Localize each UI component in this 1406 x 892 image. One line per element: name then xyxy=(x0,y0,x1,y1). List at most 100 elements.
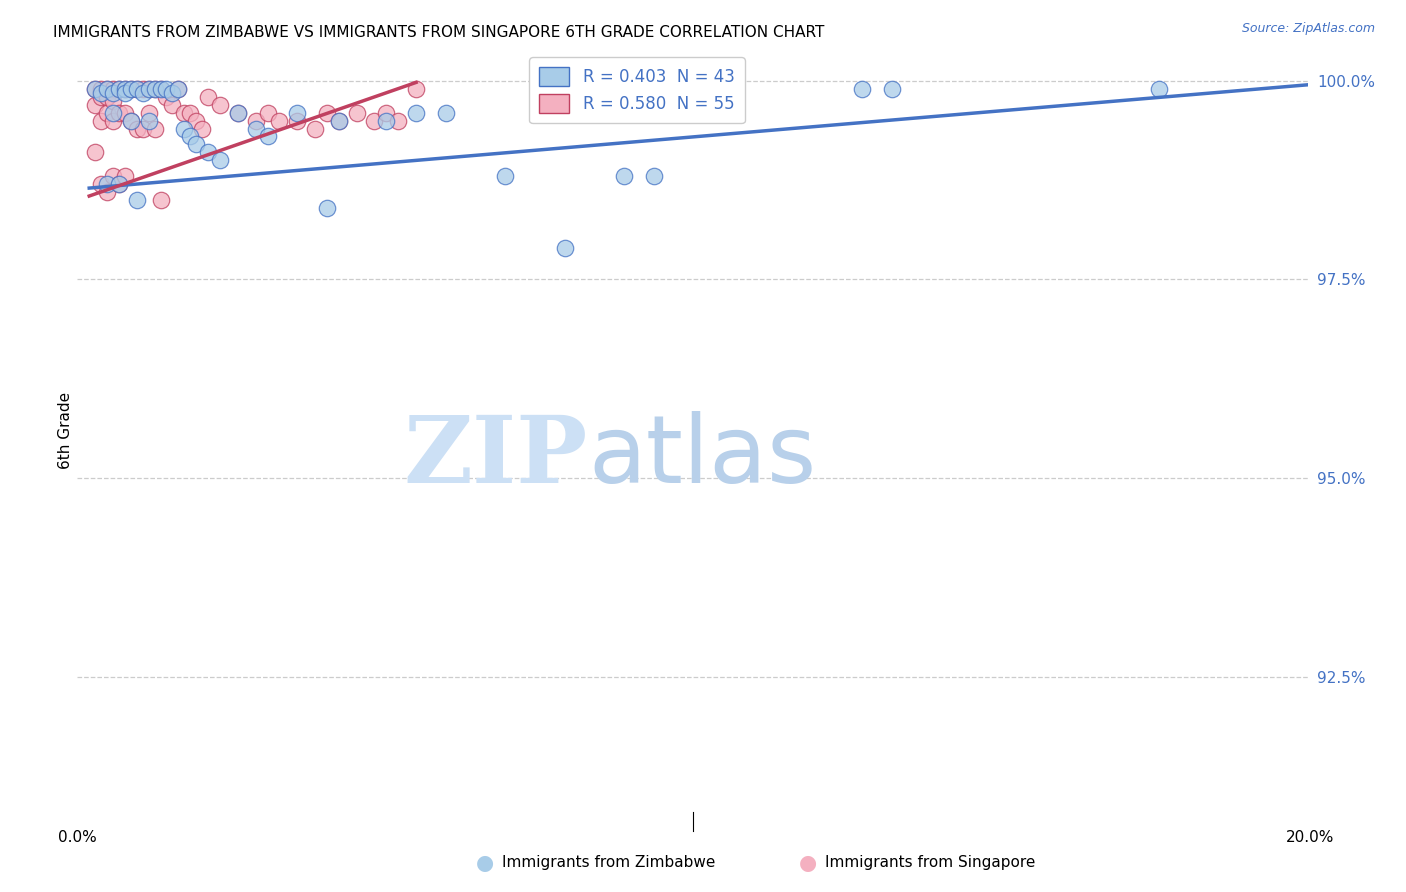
Point xyxy=(125,193,148,207)
Point xyxy=(114,86,136,100)
Point xyxy=(90,86,112,100)
Point xyxy=(125,121,148,136)
Point xyxy=(108,177,131,191)
Point xyxy=(173,121,195,136)
Point xyxy=(316,105,339,120)
Point xyxy=(494,169,516,184)
Point xyxy=(208,97,231,112)
Point xyxy=(1147,82,1170,96)
Text: Immigrants from Zimbabwe: Immigrants from Zimbabwe xyxy=(502,855,716,870)
Point xyxy=(84,82,107,96)
Point xyxy=(114,82,136,96)
Point xyxy=(84,145,107,160)
Point xyxy=(346,105,368,120)
Text: ●: ● xyxy=(800,853,817,872)
Text: Immigrants from Singapore: Immigrants from Singapore xyxy=(825,855,1036,870)
Point xyxy=(96,82,118,96)
Point xyxy=(256,129,278,144)
Point xyxy=(405,82,427,96)
Point xyxy=(101,82,124,96)
Point xyxy=(256,105,278,120)
Point xyxy=(84,82,107,96)
Point xyxy=(226,105,249,120)
Point xyxy=(101,86,124,100)
Point xyxy=(120,113,142,128)
Text: atlas: atlas xyxy=(588,411,815,503)
Point xyxy=(143,82,166,96)
Point xyxy=(131,82,153,96)
Point xyxy=(143,121,166,136)
Point xyxy=(186,137,208,152)
Point xyxy=(245,121,267,136)
Text: ZIP: ZIP xyxy=(404,412,588,502)
Point xyxy=(120,82,142,96)
Text: 20.0%: 20.0% xyxy=(1286,830,1334,845)
Point xyxy=(405,105,427,120)
Point xyxy=(245,113,267,128)
Point xyxy=(179,105,201,120)
Text: IMMIGRANTS FROM ZIMBABWE VS IMMIGRANTS FROM SINGAPORE 6TH GRADE CORRELATION CHAR: IMMIGRANTS FROM ZIMBABWE VS IMMIGRANTS F… xyxy=(53,25,825,40)
Point xyxy=(155,89,177,103)
Point xyxy=(131,121,153,136)
Text: 0.0%: 0.0% xyxy=(58,830,97,845)
Point xyxy=(125,82,148,96)
Point xyxy=(226,105,249,120)
Point xyxy=(285,113,308,128)
Point xyxy=(434,105,457,120)
Text: Source: ZipAtlas.com: Source: ZipAtlas.com xyxy=(1241,22,1375,36)
Point xyxy=(138,113,160,128)
Point xyxy=(186,113,208,128)
Point xyxy=(108,82,131,96)
Point xyxy=(114,82,136,96)
Point xyxy=(155,82,177,96)
Point xyxy=(304,121,326,136)
Point xyxy=(125,82,148,96)
Point xyxy=(90,113,112,128)
Point xyxy=(328,113,350,128)
Point xyxy=(162,86,184,100)
Point xyxy=(643,169,665,184)
Point xyxy=(149,82,172,96)
Point xyxy=(90,89,112,103)
Point xyxy=(96,82,118,96)
Text: ●: ● xyxy=(477,853,494,872)
Point xyxy=(179,129,201,144)
Point xyxy=(375,113,398,128)
Point xyxy=(96,177,118,191)
Point xyxy=(197,89,219,103)
Point xyxy=(162,97,184,112)
Point xyxy=(328,113,350,128)
Point xyxy=(143,82,166,96)
Point xyxy=(131,86,153,100)
Point xyxy=(167,82,190,96)
Point xyxy=(613,169,636,184)
Point xyxy=(173,105,195,120)
Point xyxy=(554,241,576,255)
Point xyxy=(120,113,142,128)
Point xyxy=(108,105,131,120)
Point xyxy=(108,82,131,96)
Point xyxy=(90,177,112,191)
Point xyxy=(851,82,873,96)
Point xyxy=(96,89,118,103)
Point xyxy=(285,105,308,120)
Y-axis label: 6th Grade: 6th Grade xyxy=(58,392,73,469)
Point xyxy=(269,113,291,128)
Point xyxy=(880,82,903,96)
Point xyxy=(375,105,398,120)
Legend: R = 0.403  N = 43, R = 0.580  N = 55: R = 0.403 N = 43, R = 0.580 N = 55 xyxy=(530,57,745,123)
Point xyxy=(114,169,136,184)
Point xyxy=(101,105,124,120)
Point xyxy=(167,82,190,96)
Point xyxy=(138,82,160,96)
Point xyxy=(197,145,219,160)
Point xyxy=(96,185,118,199)
Point xyxy=(114,105,136,120)
Point xyxy=(84,97,107,112)
Point xyxy=(191,121,214,136)
Point xyxy=(120,82,142,96)
Point xyxy=(101,113,124,128)
Point xyxy=(363,113,385,128)
Point xyxy=(108,177,131,191)
Point xyxy=(387,113,409,128)
